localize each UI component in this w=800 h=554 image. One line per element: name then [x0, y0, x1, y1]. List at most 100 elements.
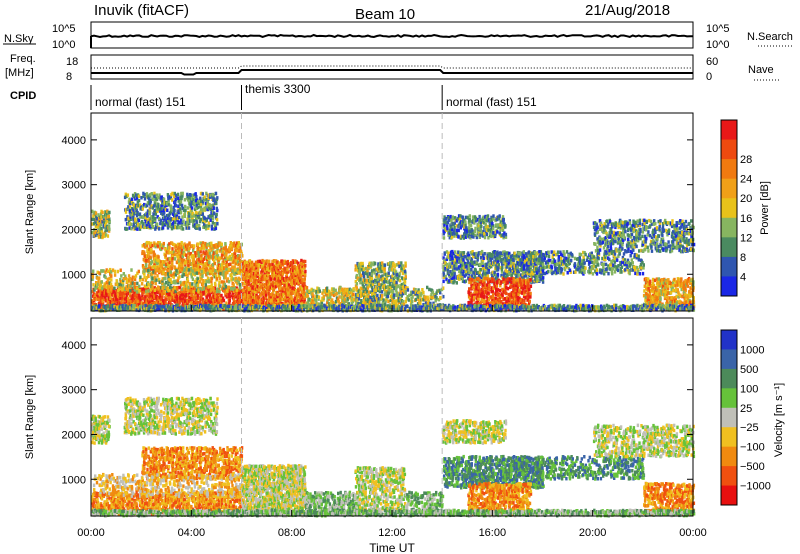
- echo-cell: [150, 260, 154, 264]
- echo-cell: [123, 298, 126, 303]
- echo-cell: [163, 260, 166, 264]
- echo-cell: [111, 300, 114, 304]
- echo-cell: [237, 254, 240, 258]
- echo-cell: [201, 241, 205, 245]
- echo-cell: [154, 216, 157, 221]
- echo-cell: [212, 244, 215, 248]
- echo-cell: [230, 246, 234, 251]
- echo-cell: [233, 272, 236, 276]
- echo-cell: [216, 268, 220, 273]
- echo-cell: [97, 220, 100, 225]
- echo-cell: [225, 260, 228, 265]
- echo-cell: [155, 268, 159, 272]
- echo-cell: [114, 291, 117, 296]
- echo-cell: [204, 289, 208, 293]
- echo-cell: [190, 293, 193, 297]
- echo-cell: [228, 298, 231, 303]
- echo-cell: [153, 194, 156, 198]
- echo-cell: [153, 252, 156, 257]
- echo-cell: [188, 241, 191, 245]
- echo-cell: [455, 281, 458, 285]
- nsky-tick-top-left: 10^5: [52, 23, 76, 35]
- echo-cell: [99, 288, 102, 292]
- echo-cell: [381, 301, 384, 305]
- echo-cell: [135, 286, 139, 291]
- echo-cell: [237, 262, 241, 267]
- echo-cell: [217, 287, 220, 291]
- echo-cell: [207, 243, 210, 248]
- echo-cell: [178, 255, 181, 259]
- echo-cell: [196, 226, 199, 230]
- echo-cell: [173, 286, 176, 290]
- echo-cell: [172, 250, 176, 255]
- echo-cell: [174, 220, 177, 224]
- echo-cell: [501, 265, 504, 270]
- echo-cell: [134, 197, 137, 201]
- echo-cell: [161, 223, 164, 227]
- echo-cell: [101, 299, 104, 303]
- echo-cell: [197, 215, 201, 220]
- echo-cell: [212, 203, 215, 207]
- echo-cell: [192, 197, 195, 202]
- echo-cell: [382, 298, 385, 302]
- echo-cell: [218, 276, 222, 281]
- echo-cell: [202, 200, 205, 204]
- echo-cell: [232, 289, 236, 293]
- echo-cell: [158, 227, 161, 231]
- echo-cell: [141, 287, 144, 292]
- echo-cell: [305, 286, 309, 290]
- echo-cell: [181, 215, 184, 219]
- echo-cell: [99, 212, 103, 216]
- echo-cell: [187, 211, 191, 216]
- echo-cell: [213, 291, 216, 295]
- echo-cell: [147, 283, 150, 287]
- echo-cell: [181, 194, 184, 198]
- echo-cell: [462, 251, 466, 255]
- echo-cell: [181, 248, 184, 253]
- echo-cell: [91, 299, 94, 303]
- echo-cell: [219, 266, 222, 270]
- echo-cell: [200, 258, 204, 262]
- echo-cell: [217, 301, 220, 305]
- echo-cell: [209, 203, 213, 208]
- echo-cell: [174, 200, 177, 204]
- echo-cell: [146, 268, 150, 273]
- echo-cell: [283, 266, 286, 271]
- echo-cell: [123, 301, 126, 305]
- echo-cell: [233, 251, 237, 256]
- echo-cell: [189, 302, 192, 306]
- echo-cell: [124, 210, 128, 214]
- echo-cell: [158, 291, 161, 296]
- echo-cell: [139, 275, 142, 279]
- echo-cell: [187, 219, 191, 223]
- echo-cell: [186, 198, 190, 202]
- echo-cell: [119, 302, 122, 306]
- echo-cell: [216, 208, 219, 213]
- echo-cell: [175, 214, 179, 218]
- echo-cell: [228, 246, 231, 250]
- echo-cell: [213, 211, 216, 215]
- echo-cell: [191, 282, 194, 286]
- echo-cell: [164, 292, 167, 296]
- echo-cell: [145, 298, 149, 302]
- echo-cell: [171, 258, 174, 262]
- echo-cell: [173, 208, 176, 213]
- echo-cell: [153, 241, 156, 245]
- echo-cell: [202, 265, 205, 269]
- echo-cell: [191, 253, 194, 258]
- echo-cell: [192, 257, 196, 262]
- echo-cell: [214, 298, 217, 303]
- echo-cell: [183, 212, 187, 216]
- echo-cell: [206, 207, 209, 211]
- echo-cell: [189, 203, 193, 207]
- echo-cell: [103, 291, 106, 295]
- echo-cell: [207, 223, 211, 227]
- echo-cell: [222, 261, 225, 266]
- echo-cell: [229, 241, 232, 245]
- echo-cell: [335, 291, 338, 296]
- echo-cell: [125, 292, 129, 296]
- echo-cell: [147, 289, 150, 293]
- echo-cell: [150, 223, 154, 228]
- echo-cell: [219, 284, 222, 288]
